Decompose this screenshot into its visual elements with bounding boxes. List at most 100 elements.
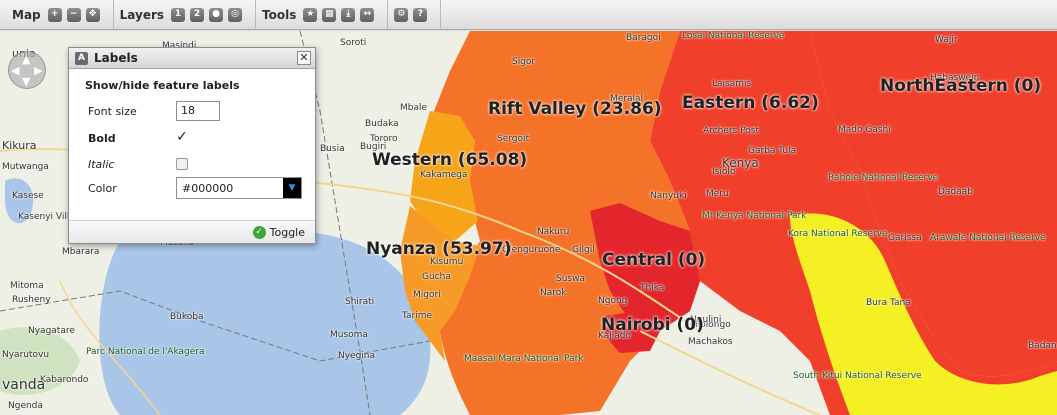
place-label: Tarime (402, 311, 433, 321)
place-label: Rahole National Reserve (828, 173, 939, 183)
place-label: Archers Post (703, 126, 759, 136)
measure-icon[interactable]: ↔ (360, 7, 375, 22)
toolbar-group-settings: ⚙ ? (388, 0, 442, 29)
bold-label: Bold (88, 131, 116, 145)
place-label: Kenya (722, 156, 759, 170)
place-label: Meru (706, 189, 729, 199)
layer-1-icon[interactable]: 1 (171, 7, 186, 22)
place-label: Machakos (688, 337, 733, 347)
check-circle-icon: ✓ (252, 225, 266, 239)
region-eastern[interactable] (650, 31, 1057, 415)
place-label: Migori (413, 290, 441, 300)
toolbar-group-tools: Tools ★ ▦ ⤓ ↔ (256, 0, 389, 29)
bold-checkbox[interactable]: ✓ (176, 129, 188, 145)
color-label: Color (88, 181, 117, 195)
place-label: Laisamis (712, 79, 752, 89)
lake-edward (5, 178, 34, 224)
color-picker[interactable]: #000000 ▼ (176, 177, 302, 199)
map-svg (0, 31, 1057, 415)
place-label: Wajir (935, 35, 958, 45)
toggle-button[interactable]: ✓ Toggle (252, 225, 305, 239)
pan-down-icon[interactable]: ▼ (22, 75, 31, 88)
place-label: Baragoi (626, 33, 661, 43)
zoom-out-icon[interactable]: − (66, 7, 81, 22)
download-icon[interactable]: ⤓ (341, 7, 356, 22)
place-label: Nakuru (537, 227, 570, 237)
place-label: Shirati (345, 297, 375, 307)
user-icon[interactable]: ● (209, 7, 224, 22)
toggle-label: Toggle (269, 225, 305, 239)
place-label: Gilgil (572, 245, 595, 255)
italic-checkbox[interactable] (176, 158, 188, 170)
italic-row: Italic (88, 154, 188, 174)
road-3 (59, 280, 161, 415)
road-2 (639, 330, 821, 415)
place-label: Soroti (340, 38, 367, 48)
chevron-down-icon[interactable]: ▼ (283, 178, 301, 198)
place-label: Kikura (2, 139, 37, 152)
dialog-header[interactable]: A Labels ✕ (69, 48, 315, 69)
region-label-eastern: Eastern (6.62) (682, 93, 819, 113)
place-label: Mbarara (62, 247, 100, 257)
help-icon[interactable]: ? (413, 7, 428, 22)
region-nairobi[interactable] (605, 311, 660, 353)
color-row: Color #000000 ▼ (88, 177, 302, 199)
place-label: Habaswein (930, 73, 980, 83)
place-label: Nyarutovu (2, 350, 50, 360)
border-tanzania (0, 290, 431, 362)
full-extent-icon[interactable]: ✥ (85, 7, 100, 22)
region-central[interactable] (590, 203, 700, 331)
place-label: Ngulini (690, 315, 722, 325)
pan-control[interactable]: ▲ ▼ ◀ ▶ (8, 51, 46, 89)
pan-left-icon[interactable]: ◀ (11, 64, 20, 77)
grid-icon[interactable]: ▦ (322, 7, 337, 22)
star-icon[interactable]: ★ (303, 7, 318, 22)
place-label: Garissa (888, 233, 922, 243)
color-value: #000000 (182, 181, 234, 195)
region-label-nairobi: Nairobi (0) (601, 315, 704, 335)
international-border (299, 31, 371, 415)
region-label-western: Western (65.08) (372, 150, 528, 170)
place-label: Budaka (365, 119, 399, 129)
dialog-subtitle: Show/hide feature labels (85, 79, 240, 92)
toolbar-group-layers: Layers 1 2 ● ◎ (114, 0, 257, 29)
place-label: Kajiado (598, 331, 631, 341)
place-label: Mitoma (10, 281, 44, 291)
region-nyanza[interactable] (400, 206, 480, 361)
place-label: Kakamega (420, 170, 468, 180)
bold-row: Bold ✓ (88, 128, 188, 148)
map-canvas[interactable]: unia Masindi Soroti Baragoi Losai Nation… (0, 31, 1057, 415)
font-size-label: Font size (88, 104, 137, 118)
place-label: Kasese (12, 191, 44, 201)
pan-up-icon[interactable]: ▲ (22, 53, 31, 66)
labels-icon: A (75, 51, 88, 65)
place-label: Thika (640, 283, 665, 293)
place-label: Nanyuki (650, 191, 687, 201)
place-label: Nyagatare (28, 326, 75, 336)
pan-right-icon[interactable]: ▶ (34, 64, 43, 77)
dialog-footer: ✓ Toggle (69, 220, 315, 243)
layer-2-icon[interactable]: 2 (190, 7, 205, 22)
lake-victoria (99, 222, 431, 415)
region-coast[interactable] (790, 213, 1057, 415)
place-label: Musoma (330, 330, 368, 340)
place-label: Mbale (400, 103, 428, 113)
gear-icon[interactable]: ⚙ (394, 7, 409, 22)
toolbar-title-tools: Tools (262, 7, 297, 22)
close-icon[interactable]: ✕ (297, 51, 311, 65)
place-label: Nyegina (338, 351, 376, 361)
font-size-input[interactable]: 18 (176, 101, 220, 121)
dialog-title: Labels (94, 51, 138, 65)
place-label: Mlolongo (690, 320, 731, 330)
place-label: Masindi (162, 41, 197, 51)
place-label: Sergoit (497, 134, 530, 144)
region-northeastern[interactable] (810, 31, 1057, 377)
toolbar-group-map: Map + − ✥ (6, 0, 114, 29)
labels-dialog: A Labels ✕ Show/hide feature labels Font… (68, 47, 316, 244)
place-label: Tororo (370, 134, 398, 144)
place-label: Losai National Reserve (682, 31, 785, 41)
zoom-in-icon[interactable]: + (47, 7, 62, 22)
place-label: Maasai Mara National Park (464, 354, 584, 364)
italic-label: Italic (88, 157, 115, 171)
target-icon[interactable]: ◎ (228, 7, 243, 22)
